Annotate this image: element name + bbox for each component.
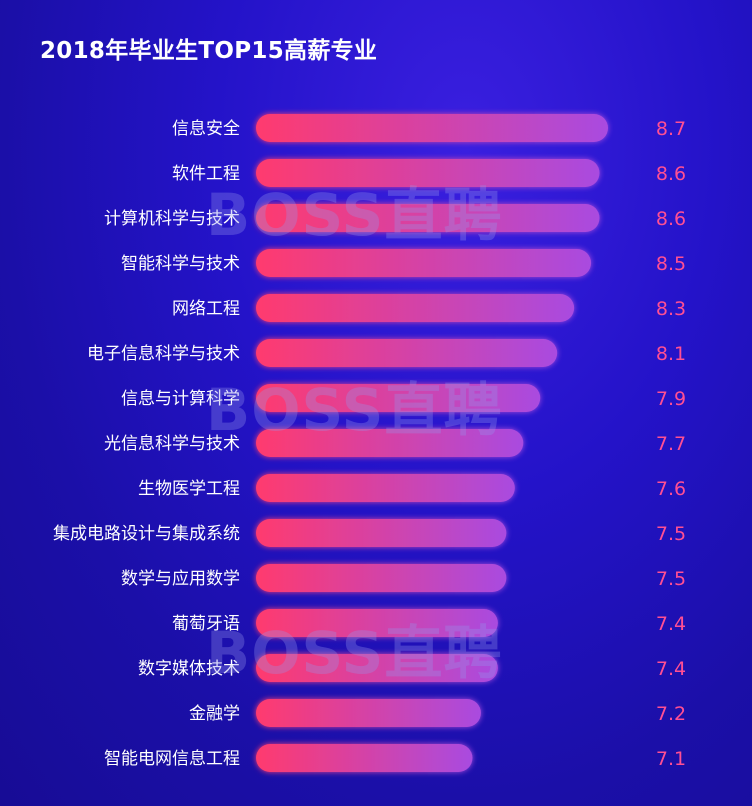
bar-14 (256, 699, 481, 727)
value-label-8: 7.7 (656, 433, 686, 455)
value-label-15: 7.1 (656, 748, 686, 770)
value-label-11: 7.5 (656, 568, 686, 590)
category-label-9: 生物医学工程 (138, 479, 240, 499)
category-label-7: 信息与计算科学 (121, 389, 240, 409)
value-label-14: 7.2 (656, 703, 686, 725)
category-label-5: 网络工程 (172, 299, 240, 319)
value-label-6: 8.1 (656, 343, 686, 365)
bar-3 (256, 204, 600, 232)
bar-11 (256, 564, 507, 592)
bar-7 (256, 384, 541, 412)
bar-9 (256, 474, 515, 502)
value-label-10: 7.5 (656, 523, 686, 545)
value-label-7: 7.9 (656, 388, 686, 410)
bar-6 (256, 339, 558, 367)
category-label-4: 智能科学与技术 (121, 254, 240, 274)
bar-1 (256, 114, 608, 142)
category-label-11: 数学与应用数学 (121, 569, 240, 589)
bar-13 (256, 654, 498, 682)
bars-layer (256, 114, 608, 772)
category-label-3: 计算机科学与技术 (104, 209, 240, 229)
bar-10 (256, 519, 507, 547)
value-label-5: 8.3 (656, 298, 686, 320)
value-label-3: 8.6 (656, 208, 686, 230)
value-label-1: 8.7 (656, 118, 686, 140)
category-label-1: 信息安全 (172, 119, 240, 139)
category-label-2: 软件工程 (172, 164, 240, 184)
bar-2 (256, 159, 600, 187)
category-label-14: 金融学 (189, 704, 240, 724)
bar-5 (256, 294, 575, 322)
category-label-8: 光信息科学与技术 (104, 434, 240, 454)
bar-4 (256, 249, 592, 277)
value-labels: 8.7 8.6 8.6 8.5 8.3 8.1 7.9 7.7 7.6 7.5 7.5 7.4 7.4 7… (656, 118, 686, 770)
category-labels: 信息安全软件工程计算机科学与技术智能科学与技术网络工程电子信息科学与技术信息与计… (53, 119, 240, 769)
value-label-4: 8.5 (656, 253, 686, 275)
category-label-12: 葡萄牙语 (172, 614, 240, 634)
category-label-6: 电子信息科学与技术 (87, 344, 240, 364)
value-label-12: 7.4 (656, 613, 686, 635)
value-label-13: 7.4 (656, 658, 686, 680)
category-label-10: 集成电路设计与集成系统 (53, 524, 240, 544)
bar-12 (256, 609, 498, 637)
value-label-9: 7.6 (656, 478, 686, 500)
chart-title: 2018年毕业生TOP15高薪专业 (40, 38, 378, 64)
bar-15 (256, 744, 473, 772)
value-label-2: 8.6 (656, 163, 686, 185)
bar-8 (256, 429, 524, 457)
category-label-15: 智能电网信息工程 (104, 749, 240, 769)
category-label-13: 数字媒体技术 (138, 659, 240, 679)
